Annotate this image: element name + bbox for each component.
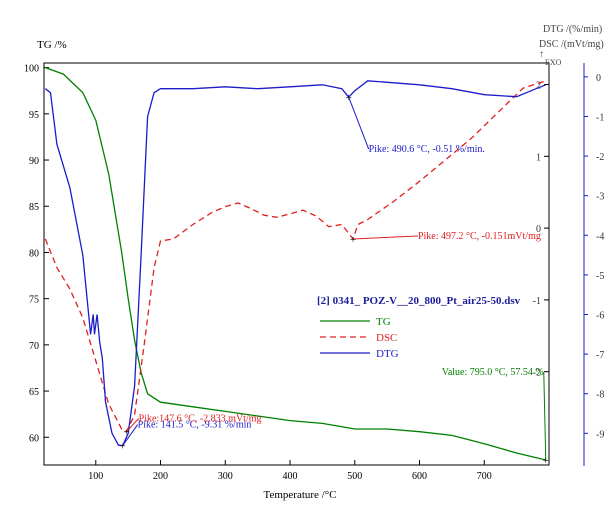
annotation-label: Pike: 490.6 °C, -0.51 %/min.	[369, 144, 485, 155]
tg-tick-label: 75	[29, 295, 39, 306]
tg-tick-label: 85	[29, 202, 39, 213]
dsc-series-line	[44, 80, 546, 433]
x-tick-label: 500	[347, 471, 362, 482]
tg-tick-label: 70	[29, 341, 39, 352]
plot-frame	[43, 62, 550, 466]
legend: TG DSC DTG	[320, 316, 399, 360]
x-tick-label: 200	[153, 471, 168, 482]
x-tick-label: 600	[412, 471, 427, 482]
dtg-axis-label: DTG /(%/min)	[543, 24, 602, 35]
dtg-tick-label: -1	[596, 112, 604, 123]
dsc-tick-label: 0	[536, 224, 541, 235]
x-axis-label: Temperature /°C	[264, 489, 337, 501]
dsc-tick-label: -1	[533, 296, 541, 307]
x-tick-label: 300	[218, 471, 233, 482]
annotations-layer: + Pike: 490.6 °C, -0.51 %/min. + Pike: 497.…	[120, 92, 549, 467]
dsc-tick-label: 2	[536, 81, 541, 92]
annotation-label: Pike:147.6 °C, -2.833 mVt/mg	[139, 413, 262, 424]
series-layer	[44, 66, 547, 461]
legend-label-tg: TG	[376, 316, 391, 328]
dtg-series-line	[44, 80, 547, 447]
annotation-label: Pike: 141.5 °C, -9.31 %/min	[138, 420, 252, 431]
exo-arrow: ↑	[539, 49, 544, 60]
annotation-label: Value: 795.0 °C, 57.54 %	[442, 367, 544, 378]
annotation-marker: +	[350, 234, 356, 246]
dtg-tick-label: -3	[596, 192, 604, 203]
dsc-tick-label: 1	[536, 152, 541, 163]
tg-tick-label: 100	[24, 64, 39, 75]
annotation-marker: +	[346, 92, 352, 104]
tg-tick-label: 90	[29, 156, 39, 167]
dsc-axis-label: DSC /(mVt/mg)	[539, 39, 604, 50]
dtg-tick-label: -9	[596, 429, 604, 440]
exo-label: EXO	[545, 58, 562, 67]
dtg-tick-label: -8	[596, 390, 604, 401]
annotation-leader	[543, 371, 547, 461]
dsc-tick-label: -2	[533, 368, 541, 379]
x-tick-label: 400	[283, 471, 298, 482]
annotation-marker: +	[120, 441, 126, 453]
annotation-label: Pike: 497.2 °C, -0.151mVt/mg	[418, 231, 541, 242]
annotation-leader	[348, 96, 370, 150]
dtg-tick-label: -6	[596, 310, 604, 321]
legend-label-dsc: DSC	[376, 332, 397, 344]
tg-tick-label: 95	[29, 110, 39, 121]
dtg-tick-label: 0	[596, 73, 601, 84]
tg-axis-label: TG /%	[37, 39, 67, 51]
annotation-leader	[122, 424, 139, 446]
annotation-marker: +	[124, 426, 130, 438]
annotation-leader	[352, 235, 418, 240]
x-tick-label: 100	[88, 471, 103, 482]
tg-series-line	[45, 66, 546, 461]
x-tick-label: 700	[477, 471, 492, 482]
file-title: [2] 0341_ POZ-V__20_800_Pt_air25-50.dsv	[317, 295, 521, 307]
dtg-tick-label: -5	[596, 271, 604, 282]
annotation-marker: +	[543, 455, 549, 467]
dtg-tick-label: -2	[596, 152, 604, 163]
tg-tick-label: 65	[29, 387, 39, 398]
dtg-tick-label: -4	[596, 231, 604, 242]
legend-label-dtg: DTG	[376, 348, 399, 360]
annotation-leader	[126, 418, 139, 432]
tg-tick-label: 80	[29, 248, 39, 259]
dtg-tick-label: -7	[596, 350, 604, 361]
ticks-layer: 100 200 300 400 500 600 7001009590858075706560…	[24, 64, 604, 482]
tg-tick-label: 60	[29, 433, 39, 444]
